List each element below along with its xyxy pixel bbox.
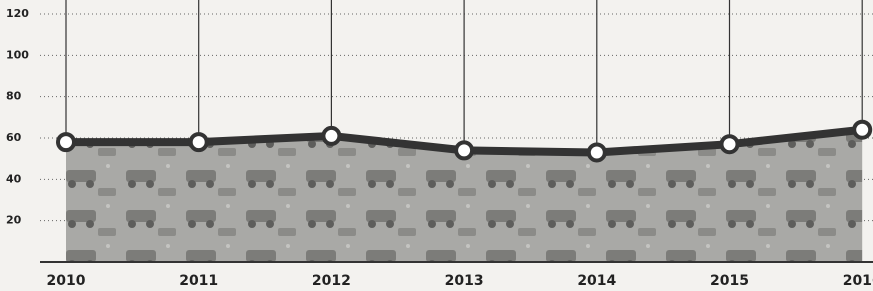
- x-tick-label: 2014: [577, 273, 616, 289]
- marker: [722, 136, 738, 152]
- marker: [589, 144, 605, 160]
- x-tick-label: 2013: [445, 273, 484, 289]
- x-tick-label: 2016: [843, 273, 873, 289]
- y-tick-label: 80: [6, 90, 22, 103]
- marker: [854, 122, 870, 138]
- x-tick-label: 2011: [179, 273, 218, 289]
- x-tick-label: 2015: [710, 273, 749, 289]
- y-tick-label: 120: [6, 7, 29, 20]
- x-tick-label: 2012: [312, 273, 351, 289]
- chart: 20 40 60 80 100 120 2010 2011 2012 2013 2014 2015 2…: [0, 0, 873, 291]
- y-tick-label: 100: [6, 48, 29, 61]
- marker: [58, 134, 74, 150]
- y-tick-label: 40: [6, 172, 22, 185]
- marker: [323, 128, 339, 144]
- x-tick-label: 2010: [47, 273, 86, 289]
- page: {"chart_data": {"type": "area", "categor…: [0, 0, 873, 291]
- marker: [456, 142, 472, 158]
- y-tick-label: 60: [6, 131, 22, 144]
- marker: [191, 134, 207, 150]
- y-tick-label: 20: [6, 214, 22, 227]
